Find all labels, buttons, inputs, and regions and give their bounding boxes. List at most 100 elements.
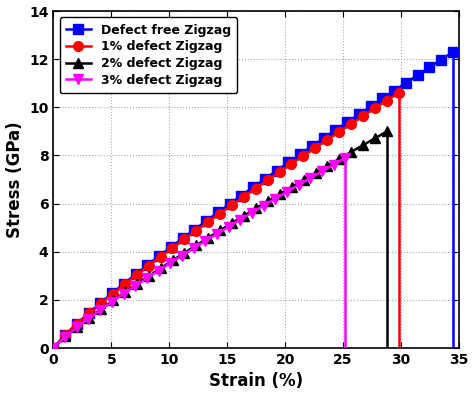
2% defect Zigzag <box>372 136 378 141</box>
Line: 3% defect Zigzag: 3% defect Zigzag <box>49 153 350 353</box>
2% defect Zigzag <box>146 274 152 278</box>
Defect free Zigzag <box>438 57 444 62</box>
3% defect Zigzag <box>62 335 68 339</box>
Defect free Zigzag <box>427 65 432 70</box>
Defect free Zigzag <box>345 120 350 124</box>
2% defect Zigzag <box>98 307 104 311</box>
2% defect Zigzag <box>325 164 330 168</box>
2% defect Zigzag <box>193 243 199 248</box>
2% defect Zigzag <box>86 315 92 320</box>
Defect free Zigzag <box>168 245 174 249</box>
Defect free Zigzag <box>215 210 221 215</box>
3% defect Zigzag <box>261 203 266 208</box>
2% defect Zigzag <box>158 266 164 270</box>
Defect free Zigzag <box>98 301 103 305</box>
Y-axis label: Stress (GPa): Stress (GPa) <box>6 121 24 238</box>
3% defect Zigzag <box>273 196 278 201</box>
2% defect Zigzag <box>122 290 128 295</box>
Defect free Zigzag <box>63 332 68 337</box>
3% defect Zigzag <box>342 156 348 160</box>
Defect free Zigzag <box>109 291 115 295</box>
Defect free Zigzag <box>133 272 138 277</box>
Defect free Zigzag <box>392 88 397 93</box>
2% defect Zigzag <box>253 206 259 211</box>
3% defect Zigzag <box>284 189 290 194</box>
1% defect Zigzag <box>74 322 80 326</box>
1% defect Zigzag <box>336 129 342 134</box>
Defect free Zigzag <box>333 128 338 133</box>
2% defect Zigzag <box>182 250 187 255</box>
3% defect Zigzag <box>308 176 313 181</box>
1% defect Zigzag <box>158 255 164 259</box>
1% defect Zigzag <box>193 228 199 233</box>
Defect free Zigzag <box>121 281 127 286</box>
3% defect Zigzag <box>155 268 161 273</box>
Defect free Zigzag <box>274 168 280 173</box>
3% defect Zigzag <box>86 316 91 321</box>
Defect free Zigzag <box>450 50 456 54</box>
Defect free Zigzag <box>74 321 80 326</box>
2% defect Zigzag <box>51 346 56 350</box>
Defect free Zigzag <box>180 236 185 241</box>
2% defect Zigzag <box>301 177 306 182</box>
3% defect Zigzag <box>237 217 243 222</box>
1% defect Zigzag <box>241 194 246 199</box>
1% defect Zigzag <box>146 263 152 268</box>
Defect free Zigzag <box>321 136 327 141</box>
1% defect Zigzag <box>63 333 68 337</box>
1% defect Zigzag <box>134 272 140 277</box>
1% defect Zigzag <box>86 311 92 316</box>
3% defect Zigzag <box>191 246 196 251</box>
3% defect Zigzag <box>132 284 138 288</box>
Defect free Zigzag <box>51 346 56 350</box>
Defect free Zigzag <box>227 202 233 206</box>
1% defect Zigzag <box>170 246 175 250</box>
2% defect Zigzag <box>384 129 390 134</box>
Line: Defect free Zigzag: Defect free Zigzag <box>49 47 458 353</box>
3% defect Zigzag <box>214 232 220 236</box>
2% defect Zigzag <box>348 150 354 154</box>
2% defect Zigzag <box>134 282 140 286</box>
1% defect Zigzag <box>122 282 128 287</box>
3% defect Zigzag <box>202 239 208 244</box>
Defect free Zigzag <box>356 112 362 116</box>
3% defect Zigzag <box>249 210 255 215</box>
Legend: Defect free Zigzag, 1% defect Zigzag, 2% defect Zigzag, 3% defect Zigzag: Defect free Zigzag, 1% defect Zigzag, 2%… <box>60 17 237 93</box>
2% defect Zigzag <box>63 334 68 339</box>
1% defect Zigzag <box>205 220 211 225</box>
2% defect Zigzag <box>170 258 175 263</box>
3% defect Zigzag <box>51 346 56 350</box>
1% defect Zigzag <box>301 154 306 158</box>
3% defect Zigzag <box>226 225 231 229</box>
2% defect Zigzag <box>241 213 247 218</box>
Defect free Zigzag <box>297 152 303 157</box>
3% defect Zigzag <box>121 291 127 296</box>
Defect free Zigzag <box>415 73 420 78</box>
Defect free Zigzag <box>191 227 197 232</box>
1% defect Zigzag <box>253 186 259 191</box>
1% defect Zigzag <box>289 162 294 166</box>
Defect free Zigzag <box>238 193 244 198</box>
2% defect Zigzag <box>360 143 366 147</box>
2% defect Zigzag <box>229 221 235 225</box>
Defect free Zigzag <box>286 160 292 165</box>
2% defect Zigzag <box>265 199 271 204</box>
Defect free Zigzag <box>403 80 409 85</box>
2% defect Zigzag <box>277 192 283 196</box>
2% defect Zigzag <box>205 235 211 240</box>
1% defect Zigzag <box>312 146 318 150</box>
Defect free Zigzag <box>380 96 385 101</box>
1% defect Zigzag <box>360 114 365 119</box>
2% defect Zigzag <box>313 170 319 175</box>
Defect free Zigzag <box>368 104 374 109</box>
3% defect Zigzag <box>97 308 103 312</box>
3% defect Zigzag <box>331 162 337 167</box>
3% defect Zigzag <box>296 183 301 187</box>
1% defect Zigzag <box>324 137 330 142</box>
2% defect Zigzag <box>74 324 80 329</box>
1% defect Zigzag <box>229 203 235 208</box>
1% defect Zigzag <box>98 301 104 306</box>
1% defect Zigzag <box>384 98 390 103</box>
1% defect Zigzag <box>348 122 354 126</box>
2% defect Zigzag <box>289 185 294 189</box>
